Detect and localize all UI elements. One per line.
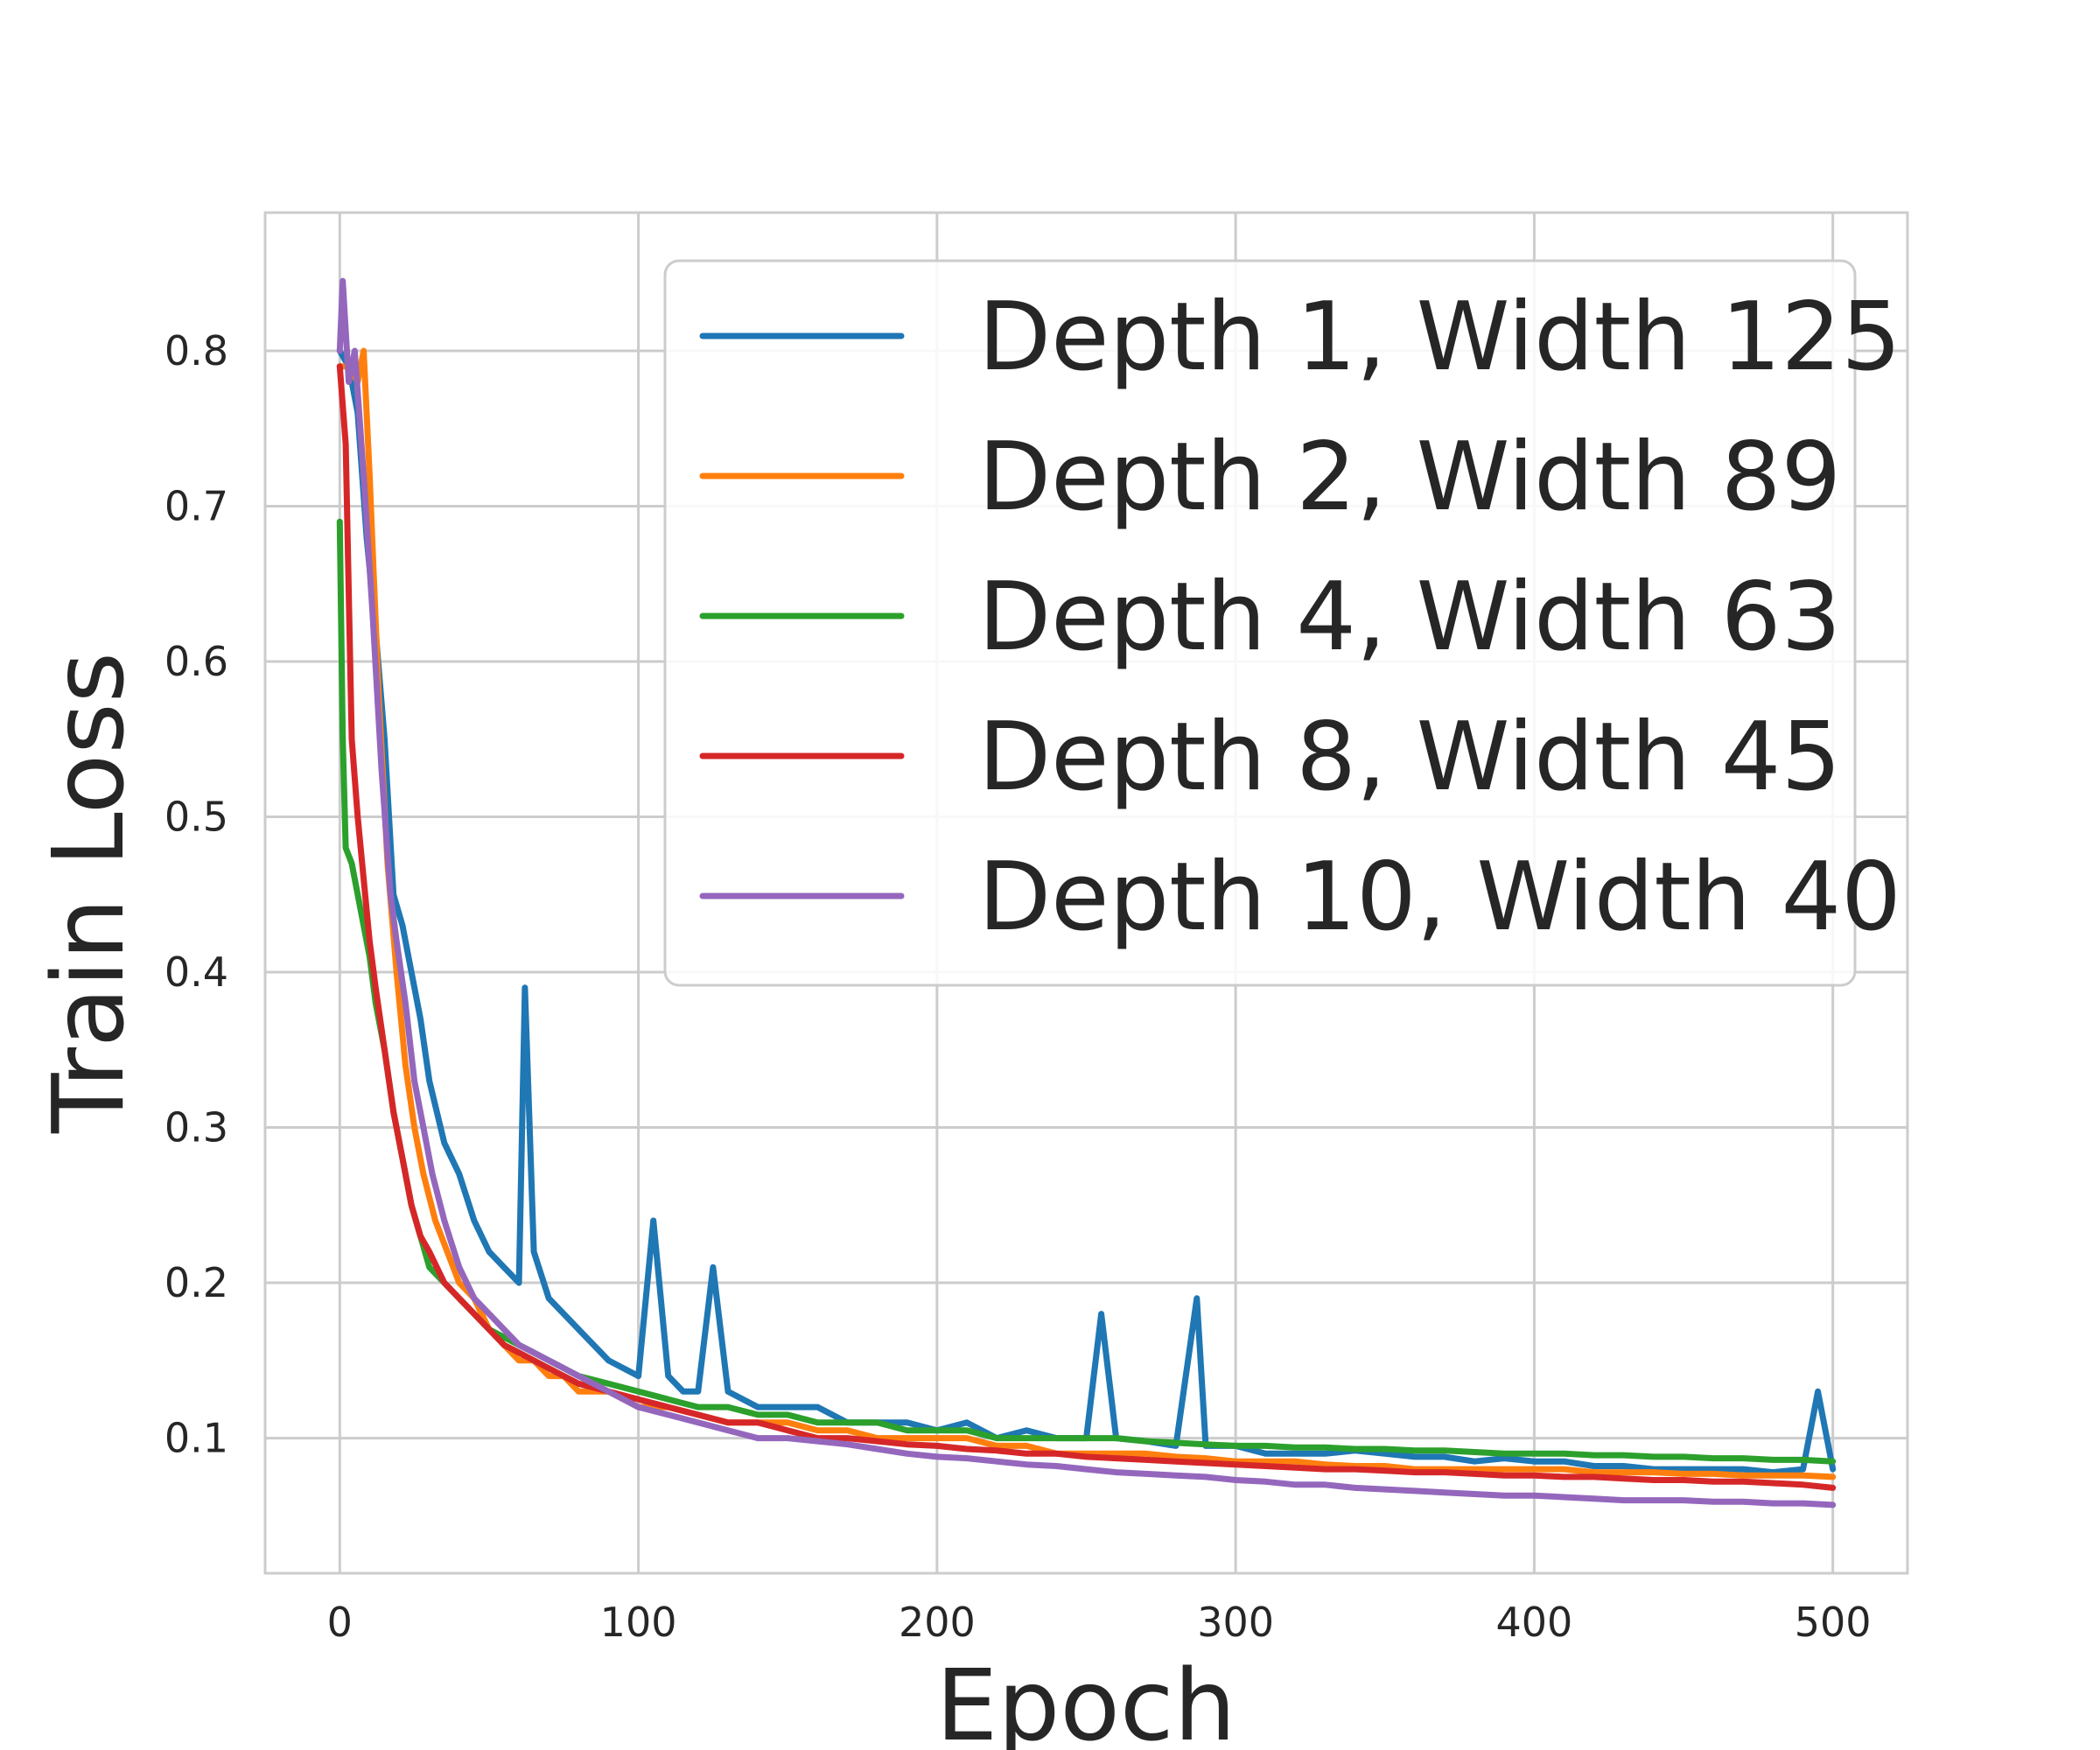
y-tick-label: 0.4 <box>164 948 228 996</box>
y-tick-label: 0.8 <box>164 327 228 374</box>
legend-entries: Depth 1, Width 125 Depth 2, Width 89 Depth… <box>699 283 1901 952</box>
x-tick-label: 0 <box>327 1599 353 1646</box>
x-tick-labels: 0 100 200 300 400 500 <box>327 1599 1872 1646</box>
y-tick-labels: 0.1 0.2 0.3 0.4 0.5 0.6 0.7 0.8 <box>164 327 228 1462</box>
y-tick-label: 0.1 <box>164 1415 228 1462</box>
x-tick-label: 200 <box>899 1599 976 1646</box>
series-line-2 <box>336 347 1837 1480</box>
y-axis-title: Train Loss <box>32 652 146 1134</box>
y-tick-label: 0.2 <box>164 1259 228 1306</box>
x-tick-label: 400 <box>1496 1599 1573 1646</box>
legend-label: Depth 4, Width 63 <box>978 563 1841 672</box>
legend-label: Depth 10, Width 40 <box>978 843 1901 952</box>
x-axis-title: Epoch <box>936 1649 1236 1750</box>
x-tick-label: 500 <box>1795 1599 1872 1646</box>
legend-box <box>663 259 1857 987</box>
legend-label: Depth 1, Width 125 <box>978 283 1901 392</box>
series-lines <box>336 277 1837 1508</box>
legend-label: Depth 8, Width 45 <box>978 703 1841 812</box>
y-tick-label: 0.5 <box>164 794 228 841</box>
legend-label: Depth 2, Width 89 <box>978 423 1841 532</box>
y-tick-label: 0.6 <box>164 638 228 685</box>
plot-frame <box>263 211 1909 1575</box>
y-tick-label: 0.7 <box>164 482 228 529</box>
y-tick-label: 0.3 <box>164 1104 228 1152</box>
legend: Depth 1, Width 125 Depth 2, Width 89 Depth… <box>663 259 1901 987</box>
x-tick-label: 100 <box>600 1599 677 1646</box>
series-line-4 <box>336 363 1837 1491</box>
x-tick-label: 300 <box>1197 1599 1274 1646</box>
series-line-5 <box>336 277 1837 1508</box>
